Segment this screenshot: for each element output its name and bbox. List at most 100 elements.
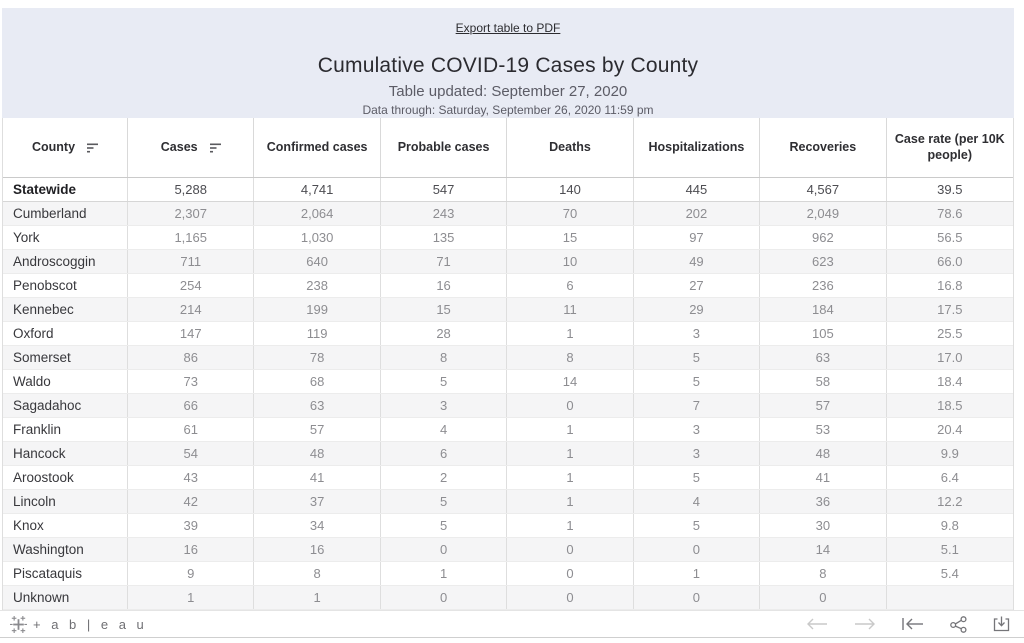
value-cell[interactable]: 43 <box>128 466 255 489</box>
column-header-cases[interactable]: Cases <box>128 118 255 177</box>
value-cell[interactable]: 140 <box>507 178 634 201</box>
value-cell[interactable]: 199 <box>254 298 381 321</box>
value-cell[interactable]: 202 <box>634 202 761 225</box>
value-cell[interactable]: 1 <box>381 562 508 585</box>
value-cell[interactable]: 27 <box>634 274 761 297</box>
value-cell[interactable]: 18.5 <box>937 398 963 413</box>
value-cell[interactable]: 78.6 <box>937 206 963 221</box>
value-cell[interactable]: 243 <box>381 202 508 225</box>
value-cell[interactable]: 28 <box>381 322 508 345</box>
county-cell[interactable]: Waldo <box>3 370 128 393</box>
value-cell[interactable]: 5 <box>634 370 761 393</box>
value-cell[interactable]: 3 <box>381 394 508 417</box>
value-cell[interactable]: 41 <box>760 466 887 489</box>
county-cell[interactable]: Statewide <box>3 178 128 201</box>
county-cell[interactable]: Hancock <box>3 442 128 465</box>
value-cell[interactable]: 2 <box>381 466 508 489</box>
value-cell[interactable]: 1,030 <box>254 226 381 249</box>
value-cell[interactable]: 73 <box>128 370 255 393</box>
value-cell[interactable]: 1 <box>507 514 634 537</box>
value-cell[interactable]: 0 <box>507 562 634 585</box>
value-cell[interactable]: 962 <box>760 226 887 249</box>
value-cell[interactable]: 236 <box>760 274 887 297</box>
value-cell[interactable]: 5 <box>381 514 508 537</box>
value-cell[interactable]: 56.5 <box>937 230 963 245</box>
value-cell[interactable]: 86 <box>128 346 255 369</box>
value-cell[interactable]: 16 <box>128 538 255 561</box>
value-cell[interactable]: 39 <box>128 514 255 537</box>
value-cell[interactable]: 6.4 <box>940 470 959 485</box>
column-header-case-rate[interactable]: Case rate (per 10K people) <box>887 118 1013 177</box>
value-cell[interactable]: 5 <box>381 490 508 513</box>
value-cell[interactable]: 63 <box>760 346 887 369</box>
value-cell[interactable]: 5.1 <box>940 542 959 557</box>
value-cell[interactable]: 16.8 <box>937 278 963 293</box>
value-cell[interactable]: 3 <box>634 418 761 441</box>
value-cell[interactable]: 14 <box>760 538 887 561</box>
value-cell[interactable]: 9.9 <box>940 446 959 461</box>
value-cell[interactable]: 4,567 <box>760 178 887 201</box>
value-cell[interactable]: 15 <box>507 226 634 249</box>
redo-icon[interactable] <box>854 618 876 630</box>
value-cell[interactable]: 147 <box>128 322 255 345</box>
value-cell[interactable]: 623 <box>760 250 887 273</box>
value-cell[interactable]: 4 <box>381 418 508 441</box>
value-cell[interactable]: 0 <box>507 394 634 417</box>
column-header-hospitalizations[interactable]: Hospitalizations <box>634 118 761 177</box>
county-cell[interactable]: Franklin <box>3 418 128 441</box>
value-cell[interactable]: 48 <box>254 442 381 465</box>
value-cell[interactable]: 11 <box>507 298 634 321</box>
value-cell[interactable]: 17.0 <box>937 350 963 365</box>
value-cell[interactable]: 1 <box>507 490 634 513</box>
value-cell[interactable]: 97 <box>634 226 761 249</box>
county-cell[interactable]: York <box>3 226 128 249</box>
value-cell[interactable]: 57 <box>254 418 381 441</box>
value-cell[interactable]: 57 <box>760 394 887 417</box>
value-cell[interactable]: 54 <box>128 442 255 465</box>
value-cell[interactable]: 29 <box>634 298 761 321</box>
value-cell[interactable]: 1 <box>507 466 634 489</box>
value-cell[interactable]: 1 <box>507 442 634 465</box>
value-cell[interactable]: 8 <box>254 562 381 585</box>
county-cell[interactable]: Oxford <box>3 322 128 345</box>
value-cell[interactable]: 640 <box>254 250 381 273</box>
value-cell[interactable]: 20.4 <box>937 422 963 437</box>
value-cell[interactable]: 48 <box>760 442 887 465</box>
value-cell[interactable]: 41 <box>254 466 381 489</box>
value-cell[interactable]: 5 <box>634 514 761 537</box>
share-icon[interactable] <box>950 615 967 633</box>
value-cell[interactable]: 30 <box>760 514 887 537</box>
value-cell[interactable]: 61 <box>128 418 255 441</box>
value-cell[interactable]: 5 <box>634 466 761 489</box>
county-cell[interactable]: Knox <box>3 514 128 537</box>
value-cell[interactable]: 18.4 <box>937 374 963 389</box>
export-pdf-link[interactable]: Export table to PDF <box>455 21 561 35</box>
county-cell[interactable]: Washington <box>3 538 128 561</box>
value-cell[interactable]: 8 <box>760 562 887 585</box>
column-header-county[interactable]: County <box>3 118 128 177</box>
value-cell[interactable]: 135 <box>381 226 508 249</box>
column-header-recoveries[interactable]: Recoveries <box>760 118 887 177</box>
value-cell[interactable]: 78 <box>254 346 381 369</box>
value-cell[interactable]: 3 <box>634 322 761 345</box>
value-cell[interactable]: 8 <box>381 346 508 369</box>
value-cell[interactable]: 42 <box>128 490 255 513</box>
value-cell[interactable]: 14 <box>507 370 634 393</box>
value-cell[interactable] <box>887 586 1013 609</box>
county-cell[interactable]: Somerset <box>3 346 128 369</box>
value-cell[interactable]: 119 <box>254 322 381 345</box>
value-cell[interactable]: 39.5 <box>937 182 963 197</box>
county-cell[interactable]: Cumberland <box>3 202 128 225</box>
county-cell[interactable]: Unknown <box>3 586 128 609</box>
value-cell[interactable]: 25.5 <box>937 326 963 341</box>
value-cell[interactable]: 70 <box>507 202 634 225</box>
value-cell[interactable]: 0 <box>634 538 761 561</box>
value-cell[interactable]: 0 <box>760 586 887 609</box>
value-cell[interactable]: 34 <box>254 514 381 537</box>
value-cell[interactable]: 0 <box>507 538 634 561</box>
value-cell[interactable]: 1 <box>507 322 634 345</box>
reset-icon[interactable] <box>902 617 924 631</box>
value-cell[interactable]: 58 <box>760 370 887 393</box>
value-cell[interactable]: 66.0 <box>937 254 963 269</box>
value-cell[interactable]: 53 <box>760 418 887 441</box>
